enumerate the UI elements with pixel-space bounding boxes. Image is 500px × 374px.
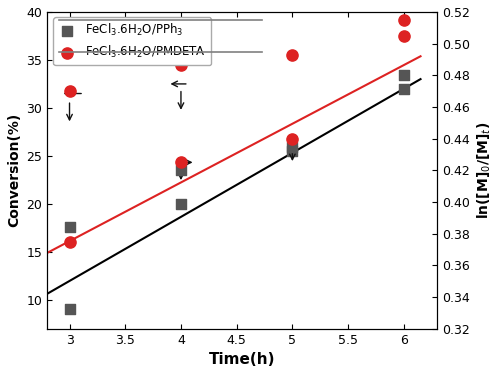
Point [177,167,185,173]
FeCl$_3$.6H$_2$O/PMDETA [177,62,185,68]
Y-axis label: ln([M]$_0$/[M]$_t$): ln([M]$_0$/[M]$_t$) [476,122,493,219]
Point [288,136,296,142]
Point [66,224,74,230]
FeCl$_3$.6H$_2$O/PMDETA [400,33,408,39]
FeCl$_3$.6H$_2$O/PPh$_3$ [288,148,296,154]
Y-axis label: Conversion(%): Conversion(%) [7,113,21,227]
Point [400,17,408,23]
FeCl$_3$.6H$_2$O/PPh$_3$ [400,86,408,92]
FeCl$_3$.6H$_2$O/PPh$_3$ [177,201,185,207]
FeCl$_3$.6H$_2$O/PPh$_3$ [66,306,74,312]
Point [400,72,408,78]
X-axis label: Time(h): Time(h) [209,352,276,367]
Point [66,239,74,245]
FeCl$_3$.6H$_2$O/PMDETA [66,88,74,94]
Point [288,144,296,150]
Legend: FeCl$_3$.6H$_2$O/PPh$_3$, FeCl$_3$.6H$_2$O/PMDETA: FeCl$_3$.6H$_2$O/PPh$_3$, FeCl$_3$.6H$_2… [54,18,211,65]
FeCl$_3$.6H$_2$O/PMDETA [288,52,296,58]
Point [177,159,185,165]
